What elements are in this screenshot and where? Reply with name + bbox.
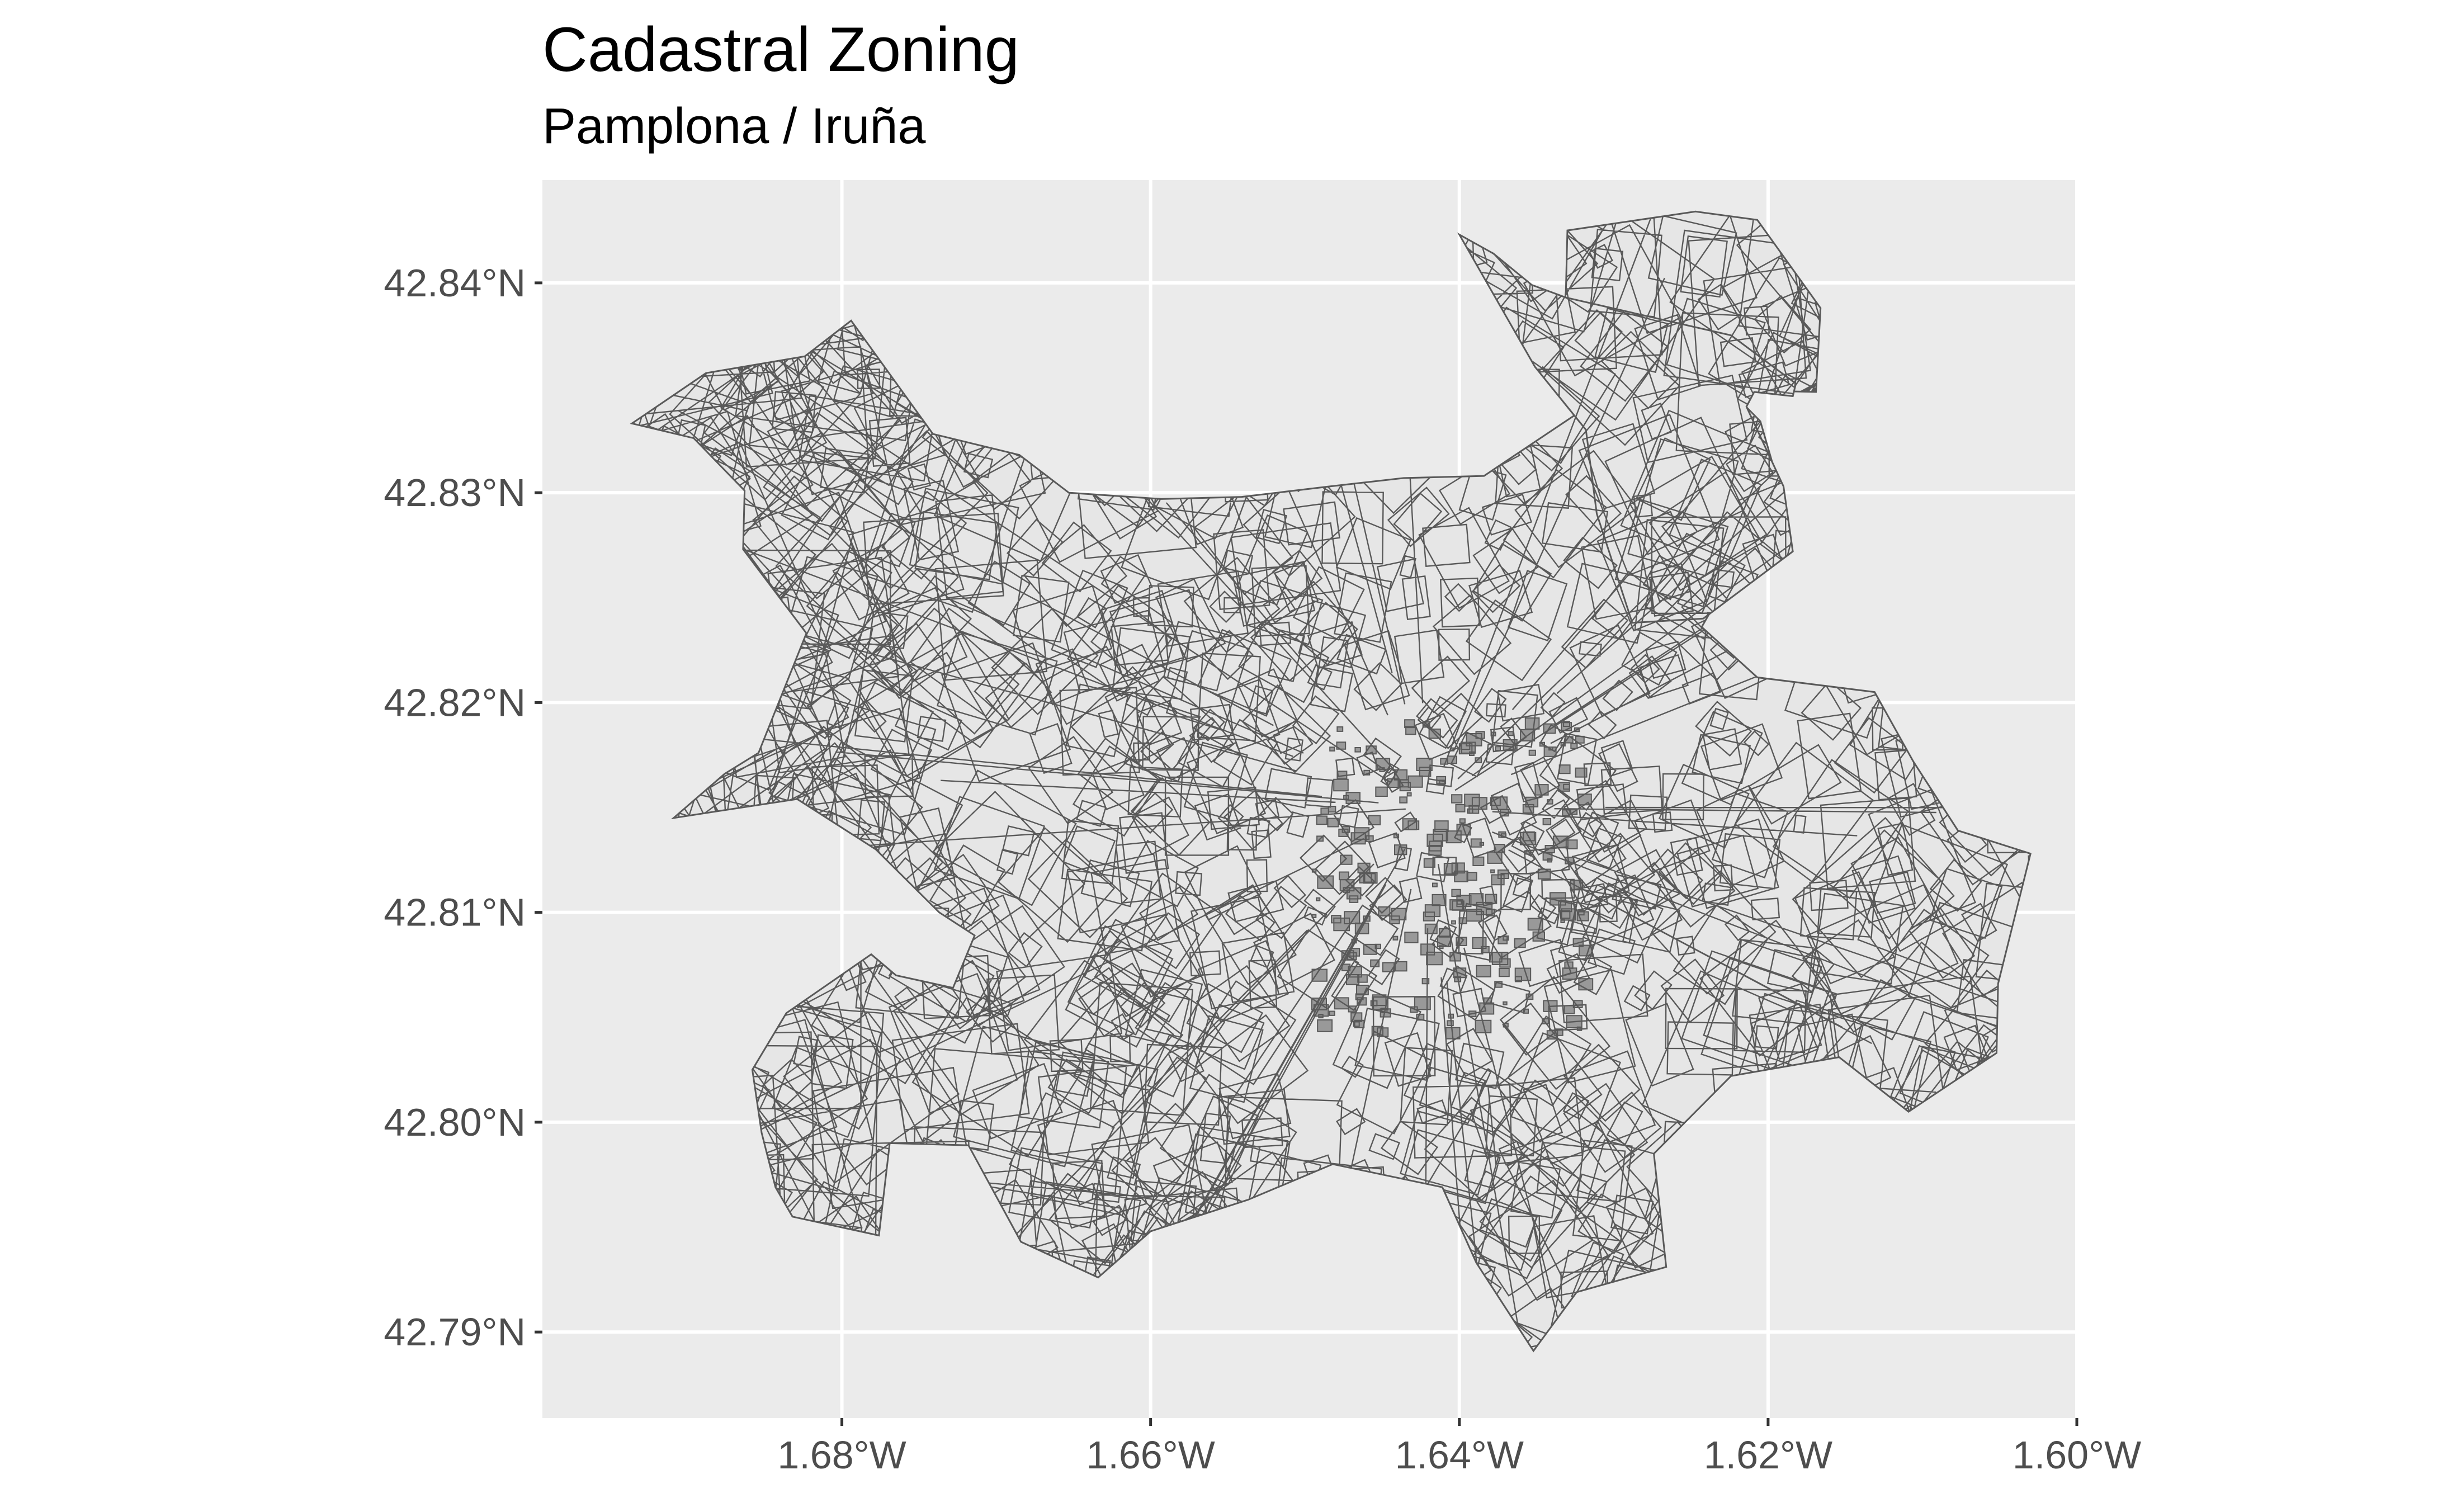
parcel-polygons <box>630 210 2032 1353</box>
x-tick-label: 1.64°W <box>1395 1433 1524 1477</box>
y-tick-label: 42.83°N <box>384 471 526 514</box>
x-tick-label: 1.66°W <box>1086 1433 1215 1477</box>
x-tick-label: 1.62°W <box>1704 1433 1832 1477</box>
axes: 1.68°W 1.66°W 1.64°W 1.62°W 1.60°W 42.84°N 42.… <box>384 261 2141 1477</box>
x-tick-label: 1.60°W <box>2013 1433 2141 1477</box>
x-tick-label: 1.68°W <box>777 1433 906 1477</box>
y-tick-label: 42.79°N <box>384 1310 526 1354</box>
map-title: Cadastral Zoning <box>542 15 1019 84</box>
y-tick-label: 42.81°N <box>384 891 526 934</box>
y-tick-label: 42.82°N <box>384 681 526 724</box>
dense-centre-parcels <box>1311 717 1594 1040</box>
map-subtitle: Pamplona / Iruña <box>542 98 926 154</box>
y-tick-label: 42.80°N <box>384 1100 526 1144</box>
y-tick-label: 42.84°N <box>384 261 526 305</box>
